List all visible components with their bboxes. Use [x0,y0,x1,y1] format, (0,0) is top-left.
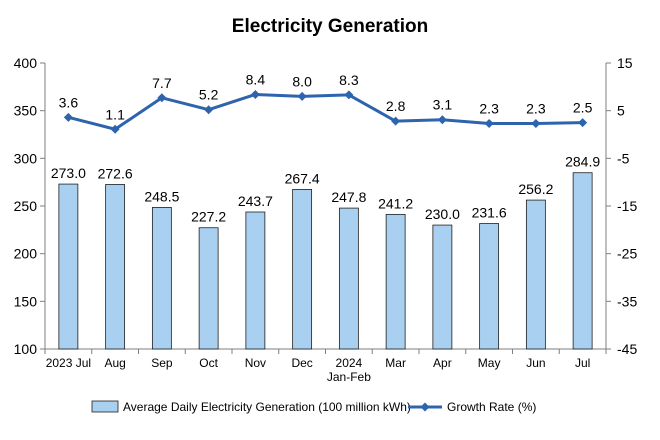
line-data-label: 8.3 [339,72,359,88]
chart-title: Electricity Generation [231,16,429,37]
legend-line-marker [420,402,430,412]
bar-data-label: 230.0 [425,206,460,222]
left-tick-label: 100 [14,341,38,357]
bar [105,184,126,350]
growth-rate-marker [437,115,447,125]
line-data-label: 2.3 [526,101,546,117]
growth-rate-marker [578,118,588,128]
bar [525,199,546,350]
line-data-label: 8.4 [246,71,266,87]
right-tick-label: 5 [617,103,625,119]
left-tick-label: 350 [14,103,38,119]
bar-data-label: 231.6 [472,205,507,221]
x-tick-label: Oct [199,356,218,370]
left-tick-label: 400 [14,55,38,71]
legend-bar-label: Average Daily Electricity Generation (10… [123,400,411,414]
bar [245,211,266,350]
line-data-label: 5.2 [199,87,219,103]
right-tick-label: 15 [617,55,633,71]
x-tick-label: Apr [433,356,452,370]
bar [151,207,172,350]
x-tick-label: 2024 Jan-Feb [327,356,371,384]
bar [385,213,406,350]
bar-data-label: 227.2 [191,209,226,225]
bar-data-label: 243.7 [238,193,273,209]
growth-rate-marker [204,105,214,115]
bar-data-label: 284.9 [565,154,600,170]
bar-data-label: 272.6 [98,165,133,181]
right-tick-label: -25 [617,246,637,262]
line-data-label: 7.7 [152,75,172,91]
bar-data-label: 241.2 [378,195,413,211]
growth-rate-marker [344,90,354,100]
bar [432,224,453,350]
bar [292,189,313,350]
x-tick-label: Jul [575,356,590,370]
growth-rate-marker [484,119,494,129]
legend-line-label: Growth Rate (%) [447,400,536,414]
bar [338,207,359,350]
growth-rate-marker [110,124,120,134]
line-data-label: 2.8 [386,98,406,114]
x-tick-label: Mar [385,356,406,370]
growth-rate-marker [250,89,260,99]
bar [58,183,79,350]
bar-data-label: 248.5 [144,188,179,204]
x-tick-label: May [478,356,501,370]
bar [198,227,219,350]
x-tick-label: Nov [245,356,266,370]
right-tick-label: -35 [617,293,637,309]
right-tick-label: -5 [617,150,630,166]
bar-data-label: 247.8 [331,189,366,205]
bar [479,223,500,350]
growth-rate-marker [531,119,541,129]
legend-bar-swatch [91,400,119,413]
bar-data-label: 273.0 [51,165,86,181]
line-data-label: 2.5 [573,100,593,116]
left-tick-label: 250 [14,198,38,214]
bar [572,172,593,350]
line-data-label: 8.0 [292,73,312,89]
right-tick-label: -15 [617,198,637,214]
bar-data-label: 267.4 [285,170,320,186]
x-tick-label: Jun [526,356,545,370]
line-data-label: 2.3 [479,101,499,117]
x-tick-label: Sep [151,356,173,370]
left-tick-label: 200 [14,246,38,262]
line-data-label: 3.1 [433,97,453,113]
bar-data-label: 256.2 [518,181,553,197]
right-tick-label: -45 [617,341,637,357]
x-tick-label: Aug [104,356,125,370]
growth-rate-marker [157,93,167,103]
left-tick-label: 300 [14,150,38,166]
growth-rate-marker [391,116,401,126]
x-tick-label: Dec [291,356,312,370]
growth-rate-line [68,92,583,131]
left-tick-label: 150 [14,293,38,309]
line-data-label: 1.1 [105,106,125,122]
x-tick-label: 2023 Jul [46,356,91,370]
growth-rate-marker [63,112,73,122]
growth-rate-marker [297,91,307,101]
line-data-label: 3.6 [59,94,79,110]
